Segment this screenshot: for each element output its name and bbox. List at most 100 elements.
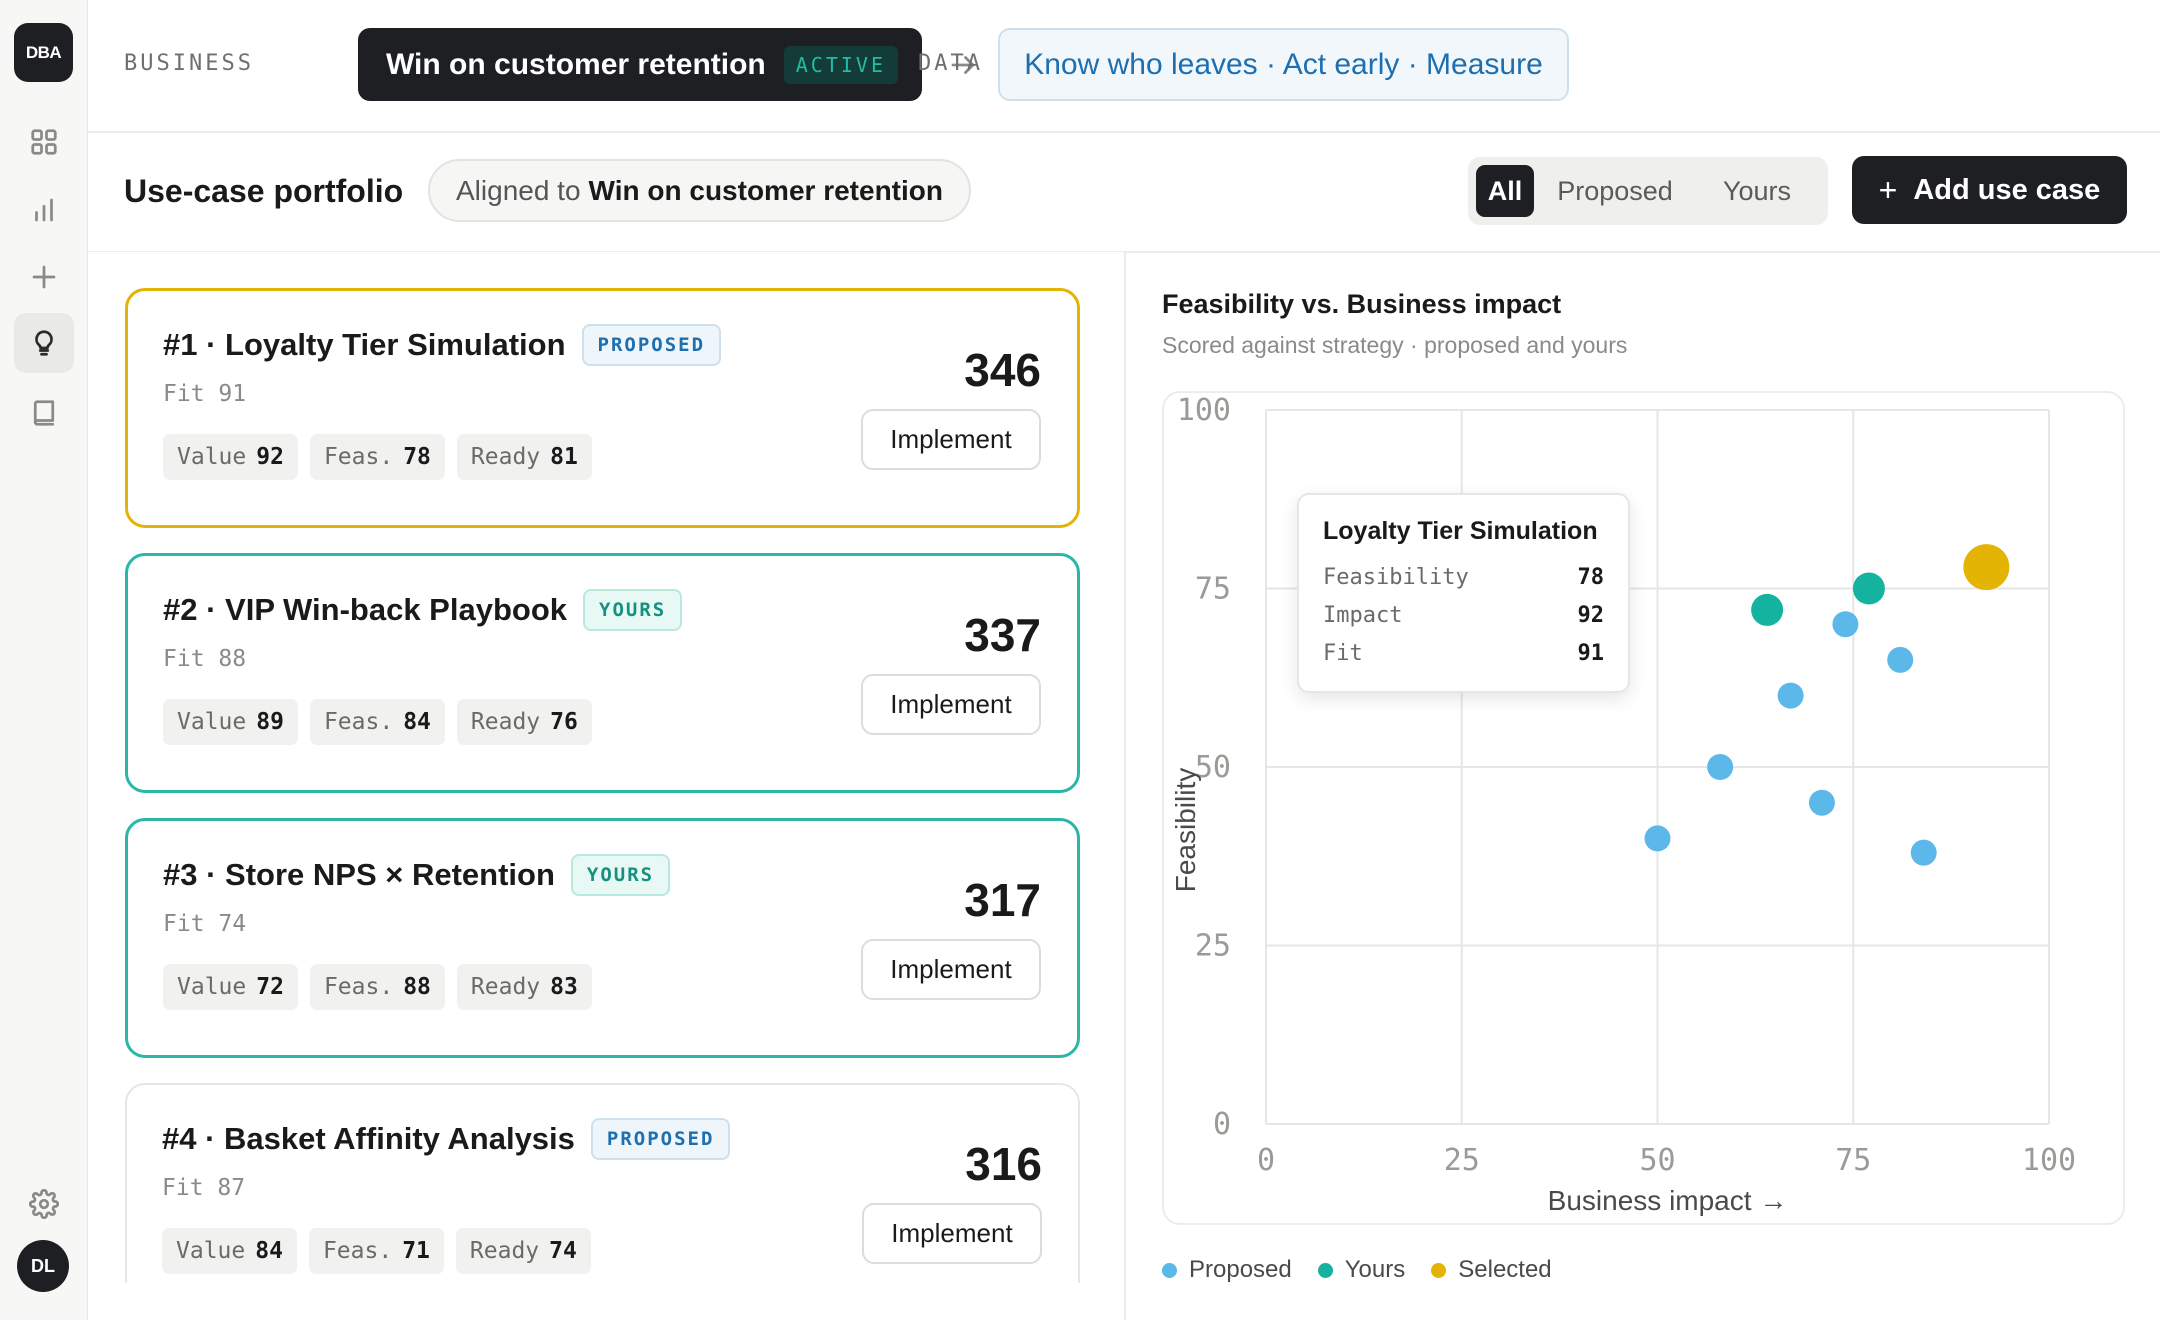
aligned-goal: Win on customer retention [588,174,943,206]
total-score: 317 [964,874,1041,926]
portfolio-toolbar: Use-case portfolio Aligned to Win on cus… [88,133,2160,253]
feasibility-number: 71 [402,1238,430,1264]
implement-button[interactable]: Implement [862,1203,1042,1264]
total-score: 346 [964,344,1041,396]
tooltip-value: 78 [1577,565,1605,590]
use-case-name: #2 · VIP Win-back Playbook [163,592,567,627]
feasibility-chip: Feas. 78 [309,434,445,480]
use-case-card[interactable]: #3 · Store NPS × Retention YOURS Fit 74 V… [125,818,1080,1058]
feasibility-label: Feas. [322,1238,393,1264]
tooltip-key: Impact [1323,603,1403,628]
lightbulb-icon[interactable] [14,313,74,373]
fit-score: Fit 74 [163,911,247,937]
use-case-title: #3 · Store NPS × Retention YOURS [163,854,671,896]
add-use-case-label: Add use case [1913,173,2101,206]
metric-chips: Value 72 Feas. 88 Ready 83 [163,964,592,1010]
tooltip-row: Impact 92 [1323,603,1604,628]
value-number: 89 [256,709,284,735]
data-goal-pill[interactable]: Know who leaves · Act early · Measure [998,28,1569,101]
use-case-name: #1 · Loyalty Tier Simulation [163,327,566,362]
chart-tooltip: Loyalty Tier Simulation Feasibility 78 Im… [1297,493,1630,693]
proposed-dot-icon [1162,1263,1177,1279]
tooltip-row: Fit 91 [1323,641,1604,666]
feasibility-number: 88 [403,974,431,1000]
use-case-card[interactable]: #1 · Loyalty Tier Simulation PROPOSED Fit… [125,288,1080,528]
status-badge: ACTIVE [783,45,898,84]
value-chip: Value 72 [163,964,298,1010]
gear-icon[interactable] [14,1174,74,1234]
value-chip: Value 89 [163,699,298,745]
app-logo[interactable]: DBA [14,23,73,82]
book-icon[interactable] [14,383,74,443]
yours-tag: YOURS [570,854,671,896]
fit-score: Fit 87 [162,1175,246,1201]
user-avatar[interactable]: DL [17,1240,69,1292]
legend-item-selected[interactable]: Selected [1431,1256,1552,1284]
use-case-title: #1 · Loyalty Tier Simulation PROPOSED [163,324,722,366]
data-label: DATA [918,51,983,76]
feasibility-label: Feas. [323,709,394,735]
total-score: 337 [964,609,1041,661]
legend-label: Selected [1458,1256,1552,1283]
fit-score: Fit 91 [163,381,247,407]
implement-button[interactable]: Implement [861,939,1041,1000]
readiness-chip: Ready 74 [455,1228,591,1274]
value-label: Value [177,444,247,470]
value-number: 92 [256,444,284,470]
plus-icon[interactable] [14,247,74,307]
total-score: 316 [965,1138,1042,1190]
feasibility-label: Feas. [323,444,394,470]
readiness-label: Ready [469,1238,540,1264]
legend-item-proposed[interactable]: Proposed [1162,1256,1292,1284]
feasibility-label: Feas. [323,974,394,1000]
value-chip: Value 92 [163,434,298,480]
bar-chart-icon[interactable] [14,180,74,240]
yours-dot-icon [1317,1263,1333,1279]
tooltip-row: Feasibility 78 [1323,565,1604,590]
filter-yours[interactable]: Yours [1722,175,1792,206]
tooltip-title: Loyalty Tier Simulation [1323,517,1598,545]
business-goal-pill[interactable]: Win on customer retention ACTIVE [358,28,922,101]
filter-all[interactable]: All [1476,165,1534,217]
proposed-tag: PROPOSED [590,1118,731,1160]
use-case-card[interactable]: #4 · Basket Affinity Analysis PROPOSED Fi… [125,1083,1080,1284]
use-case-name: #3 · Store NPS × Retention [163,857,555,892]
tooltip-key: Fit [1323,641,1363,666]
grid-icon[interactable] [14,112,74,172]
feasibility-chip: Feas. 88 [309,964,445,1010]
value-label: Value [177,709,247,735]
business-goal: Win on customer retention [386,47,766,81]
readiness-label: Ready [470,709,541,735]
use-case-title: #4 · Basket Affinity Analysis PROPOSED [162,1118,731,1160]
readiness-number: 83 [550,974,578,1000]
value-chip: Value 84 [162,1228,297,1274]
plus-icon: + [1878,171,1898,208]
readiness-chip: Ready 81 [456,434,592,480]
readiness-number: 81 [550,444,578,470]
chart-panel: Feasibility vs. Business impact Scored a… [1124,252,2160,1320]
readiness-label: Ready [470,444,541,470]
readiness-chip: Ready 83 [456,964,592,1010]
value-label: Value [177,974,247,1000]
implement-button[interactable]: Implement [861,674,1041,735]
readiness-label: Ready [470,974,541,1000]
readiness-number: 76 [550,709,578,735]
chart-legend: Proposed Yours Selected [1162,1256,1552,1284]
use-case-card[interactable]: #2 · VIP Win-back Playbook YOURS Fit 88 V… [125,553,1080,793]
feasibility-number: 78 [403,444,431,470]
aligned-goal-pill[interactable]: Aligned to Win on customer retention [428,159,971,222]
fit-score: Fit 88 [163,646,247,672]
business-label: BUSINESS [124,51,254,76]
metric-chips: Value 89 Feas. 84 Ready 76 [163,699,592,745]
implement-button[interactable]: Implement [861,409,1041,470]
legend-item-yours[interactable]: Yours [1317,1256,1405,1284]
value-number: 72 [256,974,284,1000]
readiness-number: 74 [549,1238,577,1264]
scatter-chart-frame [1162,391,2125,1225]
page-title: Use-case portfolio [124,173,404,209]
yours-tag: YOURS [583,589,683,631]
filter-proposed[interactable]: Proposed [1557,175,1673,206]
add-use-case-button[interactable]: + Add use case [1852,156,2127,224]
legend-label: Proposed [1189,1256,1292,1283]
filter-segmented-control: All Proposed Yours [1468,157,1828,225]
